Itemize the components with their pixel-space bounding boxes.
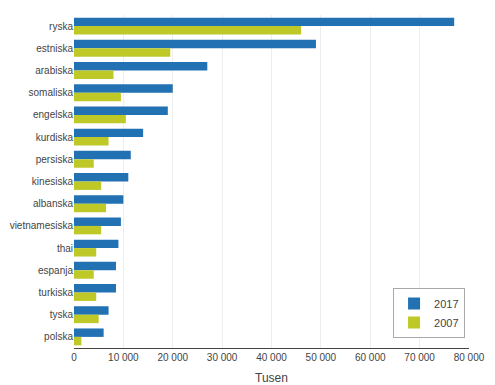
svg-text:80 000: 80 000 <box>454 352 485 363</box>
svg-text:10 000: 10 000 <box>108 352 139 363</box>
svg-text:espanja: espanja <box>38 265 73 276</box>
svg-text:20 000: 20 000 <box>157 352 188 363</box>
svg-text:tyska: tyska <box>50 309 74 320</box>
svg-text:0: 0 <box>71 352 77 363</box>
svg-text:engelska: engelska <box>33 109 73 120</box>
svg-text:ryska: ryska <box>49 21 73 32</box>
svg-text:30 000: 30 000 <box>207 352 238 363</box>
svg-text:kurdiska: kurdiska <box>36 132 74 143</box>
svg-text:vietnamesiska: vietnamesiska <box>10 220 74 231</box>
svg-text:2007: 2007 <box>434 317 458 329</box>
svg-text:polska: polska <box>44 331 73 342</box>
svg-text:somaliska: somaliska <box>29 87 74 98</box>
svg-text:arabiska: arabiska <box>35 65 73 76</box>
svg-text:60 000: 60 000 <box>355 352 386 363</box>
svg-text:50 000: 50 000 <box>306 352 337 363</box>
svg-text:Tusen: Tusen <box>255 371 288 385</box>
svg-text:70 000: 70 000 <box>404 352 435 363</box>
svg-text:persiska: persiska <box>36 154 74 165</box>
svg-text:kinesiska: kinesiska <box>32 176 74 187</box>
svg-text:turkiska: turkiska <box>39 287 74 298</box>
svg-text:thai: thai <box>57 243 73 254</box>
svg-text:albanska: albanska <box>33 198 73 209</box>
svg-text:40 000: 40 000 <box>256 352 287 363</box>
svg-text:estniska: estniska <box>36 43 73 54</box>
svg-text:2017: 2017 <box>434 298 458 310</box>
